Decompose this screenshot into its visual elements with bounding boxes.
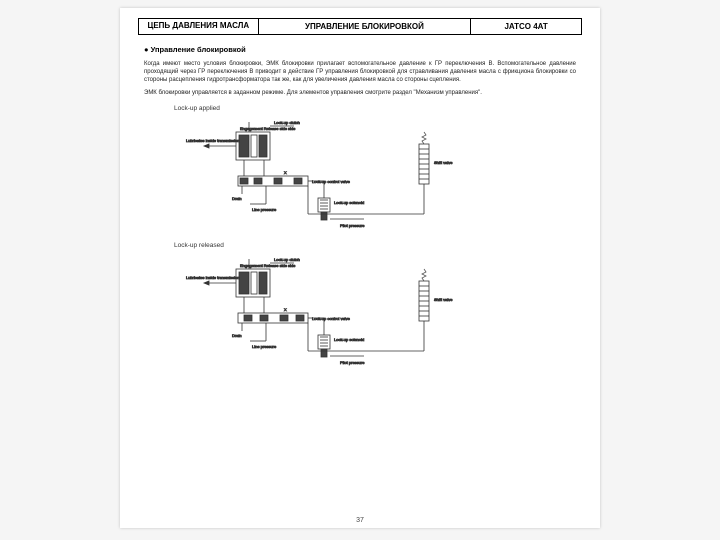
label-shift-valve-2: Shift valve (434, 297, 453, 302)
header-table: ЦЕПЬ ДАВЛЕНИЯ МАСЛА УПРАВЛЕНИЕ БЛОКИРОВК… (138, 18, 582, 35)
label-drain: Drain (232, 196, 242, 201)
label-lockup-cv: Lock-up control valve (312, 179, 351, 184)
label-lube-2: Lubricates inside transmission (186, 275, 240, 280)
label-lockup-clutch-2: Lock-up clutch (274, 257, 300, 262)
diagram-title-2: Lock-up released (174, 242, 576, 249)
label-lockup-cv-2: Lock-up control valve (312, 316, 351, 321)
label-eng-rel-2: Engagement Release side side (240, 263, 296, 268)
header-col3: JATCO 4AT (471, 19, 582, 35)
section-title: ● Управление блокировкой (144, 45, 582, 54)
label-line-pressure: Line pressure (252, 207, 277, 212)
header-col2: УПРАВЛЕНИЕ БЛОКИРОВКОЙ (258, 19, 471, 35)
paragraph-1: Когда имеют место условия блокировки, ЭМ… (144, 60, 576, 84)
label-shift-valve: Shift valve (434, 160, 453, 165)
label-drain-2: Drain (232, 333, 242, 338)
hydraulic-diagram-applied-icon: Lock-up clutch Lubricates inside transmi… (144, 114, 524, 234)
diagram-lockup-released: Lock-up released Lock-up clutch Lubricat… (144, 242, 576, 371)
label-x-2: X (284, 307, 287, 312)
label-pilot-pressure-2: Pilot pressure (340, 360, 365, 365)
label-pilot-pressure: Pilot pressure (340, 223, 365, 228)
label-lockup-sol-2: Lock-up solenoid (334, 337, 364, 342)
diagram-lockup-applied: Lock-up applied Lock-up clutch Lubricate… (144, 105, 576, 234)
label-eng-rel: Engagement Release side side (240, 126, 296, 131)
diagram-title-1: Lock-up applied (174, 105, 576, 112)
paragraph-2: ЭМК блокировки управляется в заданном ре… (144, 89, 576, 97)
label-lockup-sol: Lock-up solenoid (334, 200, 364, 205)
hydraulic-diagram-released-icon: Lock-up clutch Lubricates inside transmi… (144, 251, 524, 371)
label-lockup-clutch: Lock-up clutch (274, 120, 300, 125)
page-number: 37 (120, 517, 600, 524)
label-lube: Lubricates inside transmission (186, 138, 240, 143)
page: ЦЕПЬ ДАВЛЕНИЯ МАСЛА УПРАВЛЕНИЕ БЛОКИРОВК… (120, 8, 600, 528)
label-x: X (284, 170, 287, 175)
label-line-pressure-2: Line pressure (252, 344, 277, 349)
header-col1: ЦЕПЬ ДАВЛЕНИЯ МАСЛА (139, 19, 259, 35)
